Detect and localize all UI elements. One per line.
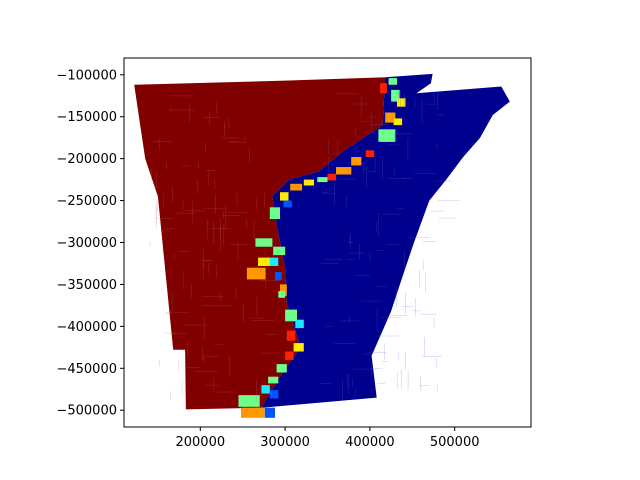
y-tick-label: −450000 — [56, 362, 117, 377]
y-tick-label: −300000 — [56, 236, 117, 251]
boundary-cell — [269, 207, 280, 219]
boundary-cell — [303, 179, 314, 186]
boundary-cell — [269, 257, 279, 266]
boundary-cell — [385, 112, 396, 123]
boundary-cell — [280, 192, 289, 201]
y-tick-label: −500000 — [56, 404, 117, 419]
boundary-cell — [268, 376, 279, 384]
boundary-cell — [336, 167, 352, 175]
boundary-cell — [290, 183, 303, 191]
boundary-cell — [246, 267, 266, 280]
boundary-cell — [273, 246, 286, 256]
boundary-cell — [269, 390, 279, 399]
boundary-cell — [280, 284, 287, 297]
y-tick-label: −350000 — [56, 278, 117, 293]
boundary-cell — [264, 407, 275, 418]
boundary-cell — [276, 364, 287, 373]
boundary-cell — [286, 330, 296, 341]
boundary-cell — [365, 150, 375, 157]
boundary-cell — [241, 407, 265, 418]
plot-area — [134, 73, 510, 418]
boundary-cell — [380, 83, 387, 94]
x-tick-label: 200000 — [175, 435, 225, 450]
x-tick-label: 400000 — [345, 435, 395, 450]
boundary-cell — [293, 343, 304, 352]
y-tick-label: −100000 — [56, 68, 117, 83]
boundary-cell — [285, 351, 294, 360]
boundary-cell — [295, 319, 304, 329]
boundary-cell — [278, 291, 286, 298]
boundary-cell — [393, 118, 403, 126]
region-east — [261, 73, 510, 408]
boundary-cell — [285, 309, 297, 322]
y-tick-label: −150000 — [56, 110, 117, 125]
boundary-cell — [378, 129, 396, 142]
y-tick-label: −250000 — [56, 194, 117, 209]
boundary-cell — [351, 157, 362, 166]
x-tick-label: 500000 — [430, 435, 480, 450]
boundary-cell — [327, 173, 336, 181]
boundary-cell — [317, 177, 328, 183]
boundary-cell — [274, 271, 282, 281]
x-axis-ticks: 200000 300000 400000 500000 — [175, 427, 480, 450]
boundary-cell — [255, 238, 273, 247]
boundary-cell — [258, 257, 270, 266]
boundary-cell — [238, 395, 260, 407]
y-tick-label: −200000 — [56, 152, 117, 167]
boundary-cell — [283, 200, 292, 208]
y-axis-ticks: −100000 −150000 −200000 −250000 −300000 −3500… — [56, 68, 124, 419]
y-tick-label: −400000 — [56, 320, 117, 335]
boundary-cell — [391, 89, 400, 102]
district-lines-layer — [149, 90, 460, 403]
boundary-cell — [261, 385, 270, 394]
boundary-cells-layer — [238, 78, 406, 418]
boundary-cell — [397, 98, 406, 107]
boundary-cell — [388, 78, 398, 85]
x-tick-label: 300000 — [260, 435, 310, 450]
